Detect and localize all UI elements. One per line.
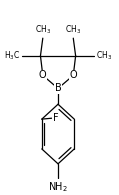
- Text: CH$_3$: CH$_3$: [65, 24, 81, 36]
- Text: O: O: [39, 70, 47, 80]
- Text: F: F: [53, 113, 59, 123]
- Text: O: O: [69, 70, 77, 80]
- Text: CH$_3$: CH$_3$: [96, 50, 112, 62]
- Text: H$_3$C: H$_3$C: [4, 50, 20, 62]
- Text: CH$_3$: CH$_3$: [35, 24, 51, 36]
- Text: NH$_2$: NH$_2$: [48, 180, 68, 194]
- Text: B: B: [55, 83, 61, 93]
